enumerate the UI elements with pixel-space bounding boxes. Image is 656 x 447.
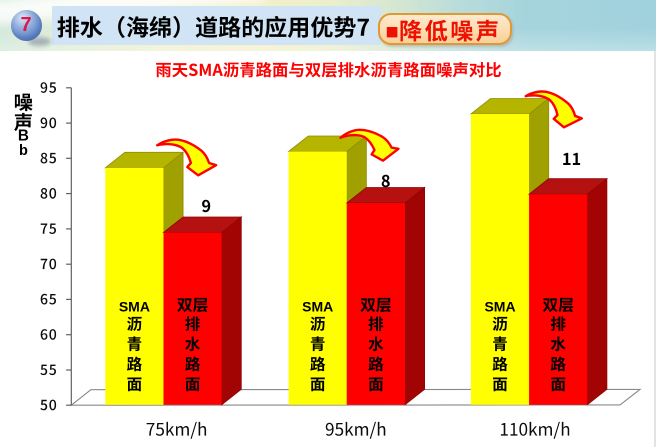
svg-text:SMA: SMA — [484, 299, 515, 315]
svg-text:SMA: SMA — [119, 299, 150, 315]
svg-text:SMA: SMA — [302, 299, 333, 315]
svg-text:b: b — [19, 143, 28, 159]
svg-text:B: B — [18, 128, 29, 145]
